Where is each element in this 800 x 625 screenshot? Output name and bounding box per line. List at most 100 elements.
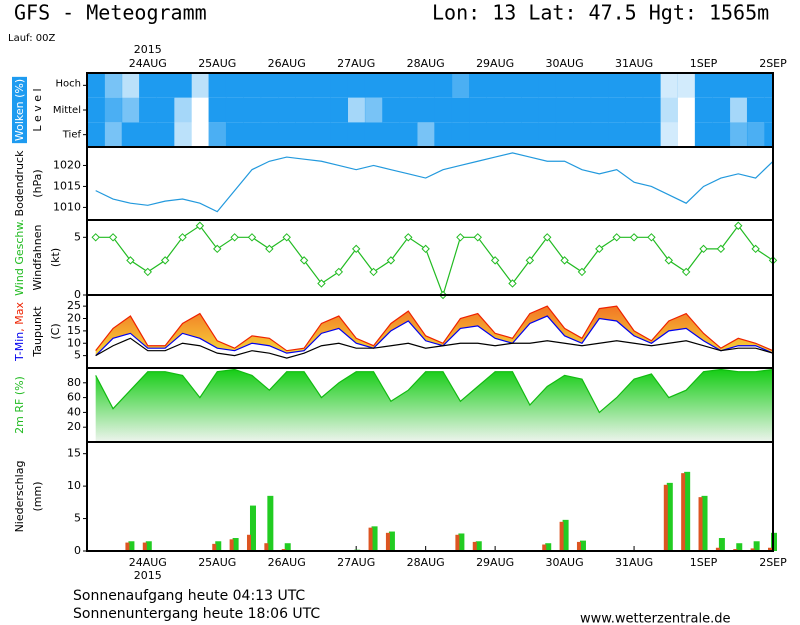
cloud-cell <box>660 122 678 147</box>
cloud-cell <box>694 73 713 98</box>
cloud-cell <box>764 97 774 123</box>
cloud-cell <box>121 73 140 98</box>
source: www.wetterzentrale.de <box>580 612 730 625</box>
cloud-cell <box>330 73 349 98</box>
cloud-cell <box>139 122 157 147</box>
marker <box>143 267 152 277</box>
marker <box>230 233 239 242</box>
cloud-cell <box>156 97 175 123</box>
cloud-cell <box>451 97 470 123</box>
cloud-cell <box>486 97 505 123</box>
bar <box>753 541 760 551</box>
y-label-bg <box>12 76 27 144</box>
y-tick-label: 1015 <box>53 179 81 192</box>
bar <box>715 547 720 551</box>
bar <box>545 543 552 551</box>
marker <box>577 267 587 277</box>
cloud-cell <box>677 73 696 98</box>
marker <box>612 233 621 242</box>
bar <box>562 519 569 551</box>
y-label-part: 2m RF (%) <box>13 376 26 434</box>
cloud-cell <box>573 73 592 98</box>
y-tick-label: 0 <box>74 288 81 301</box>
y-label-text: Wind Geschw. <box>13 219 26 296</box>
cloud-cell <box>121 97 140 123</box>
marker <box>404 233 413 242</box>
cloud-cell <box>503 97 522 123</box>
marker <box>734 221 743 230</box>
bar <box>542 544 547 551</box>
cloud-cell <box>278 97 296 123</box>
marker <box>543 233 552 242</box>
y-tick-label: 20 <box>67 312 81 325</box>
marker <box>386 256 396 265</box>
y-label: (mm) <box>31 481 44 511</box>
cloud-cell <box>364 73 383 98</box>
cloud-cell <box>139 73 157 98</box>
cloud-cell <box>364 97 383 123</box>
cloud-cell <box>694 97 713 123</box>
cloud-cell <box>347 122 366 147</box>
y-tick-label: 80 <box>67 376 81 389</box>
cloud-cell <box>677 122 695 147</box>
cloud-cell <box>87 122 105 147</box>
marker <box>369 267 378 277</box>
marker <box>282 233 291 242</box>
x-tick-label-top: 28AUG <box>407 57 445 70</box>
marker <box>664 256 674 265</box>
cloud-cell <box>712 73 731 98</box>
marker <box>213 244 222 254</box>
marker <box>508 279 517 288</box>
cloud-cell <box>521 73 540 98</box>
y-label-part: (hPa) <box>31 169 44 197</box>
cloud-cell <box>608 122 626 147</box>
y-label-part: T-Min <box>13 332 26 362</box>
year-top: 2015 <box>134 43 162 56</box>
y-label: Bodendruck <box>13 150 26 217</box>
cloud-cell <box>191 122 209 147</box>
y-tick-label: 10 <box>67 336 81 349</box>
y-label-part: Bodendruck <box>13 150 26 217</box>
cloud-cell <box>225 97 244 123</box>
cloud-cell <box>243 97 262 123</box>
bar <box>736 543 743 551</box>
x-tick-label-bottom: 24AUG <box>129 556 167 569</box>
y-tick-label: 15 <box>67 447 81 460</box>
y-label-text: (hPa) <box>31 169 44 197</box>
cloud-cell <box>347 97 366 123</box>
x-tick-label-top: 29AUG <box>476 57 514 70</box>
cloud-cell <box>712 122 731 147</box>
cloud-cell <box>712 97 731 123</box>
x-tick-label-top: 25AUG <box>198 57 236 70</box>
cloud-cell <box>538 97 557 123</box>
bar <box>768 547 772 551</box>
bar <box>368 527 373 551</box>
cloud-cell <box>399 97 418 123</box>
y-label-part: (mm) <box>31 481 44 511</box>
cloud-cell <box>208 73 227 98</box>
cloud-cell <box>729 73 748 98</box>
marker <box>560 256 569 265</box>
cloud-cell <box>225 122 244 147</box>
x-tick-label-top: 30AUG <box>546 57 584 70</box>
cloud-cell <box>746 73 765 98</box>
y-tick-label: 5 <box>74 349 81 362</box>
cloud-cell <box>312 73 331 98</box>
cloud-cell <box>104 97 123 123</box>
series-line <box>95 315 774 357</box>
y-label-part: (C) <box>49 323 62 339</box>
cloud-cell <box>156 122 175 147</box>
cloud-cell <box>625 73 644 98</box>
x-tick-label-bottom: 27AUG <box>337 556 375 569</box>
cloud-cell <box>677 98 695 123</box>
run: Lauf: 00Z <box>8 33 55 44</box>
y-label-text: (kt) <box>49 248 62 267</box>
cloud-cell <box>469 122 487 147</box>
cloud-cell <box>139 97 157 123</box>
cloud-cell <box>416 73 435 98</box>
cloud-cell <box>451 122 470 147</box>
y-label-text: Windfahnen <box>31 225 44 291</box>
bar <box>750 548 755 551</box>
cloud-cell <box>608 97 626 123</box>
cloud-cell <box>278 73 296 98</box>
